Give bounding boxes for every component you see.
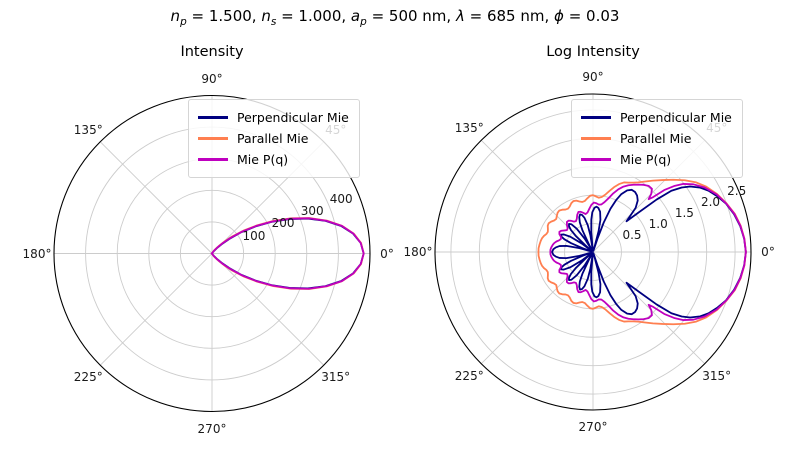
polar-boundary	[53, 94, 371, 413]
theta-tick-label-225: 225°	[73, 370, 103, 385]
theta-tick-label-315: 315°	[321, 370, 351, 385]
figure-title-segment: s	[270, 16, 277, 28]
legend-label: Parallel Mie	[620, 131, 692, 146]
figure-title-segment: = 0.03	[563, 7, 620, 25]
polar-spoke	[592, 251, 706, 365]
figure-title-segment: = 1.500,	[186, 7, 262, 25]
plot-title-intensity: Intensity	[180, 44, 244, 60]
figure-title-segment: ϕ	[554, 7, 564, 25]
legend: Perpendicular Mie Parallel Mie Mie P(q)	[571, 99, 743, 178]
polar-spoke	[211, 253, 325, 366]
legend-label: Perpendicular Mie	[620, 110, 732, 125]
legend-label: Parallel Mie	[237, 131, 309, 146]
theta-tick-label-315: 315°	[702, 368, 732, 383]
legend-item: Mie P(q)	[198, 149, 349, 170]
series-path-perpendicular-mie	[551, 185, 747, 319]
theta-tick-label-90: 90°	[582, 70, 604, 84]
theta-tick-label-270: 270°	[197, 421, 227, 436]
figure-title: np = 1.500, ns = 1.000, ap = 500 nm, λ =…	[171, 7, 620, 28]
figure-title-segment: = 500 nm,	[366, 7, 456, 25]
legend-item: Parallel Mie	[581, 128, 732, 149]
theta-tick-label-225: 225°	[454, 368, 484, 383]
figure-title-segment: a	[350, 7, 361, 25]
figure-title-segment: = 1.000,	[276, 7, 351, 25]
legend-swatch-perpendicular-mie	[198, 116, 228, 119]
figure-title-segment: = 685 nm,	[464, 7, 555, 25]
figure-title-segment: λ	[455, 7, 465, 25]
r-tick-label: 1.5	[674, 206, 694, 221]
plot-log-intensity: Log Intensity 0.51.01.52.02.50°45°90°135…	[395, 40, 790, 451]
theta-tick-label-270: 270°	[578, 420, 608, 434]
figure-title-segment: p	[180, 16, 187, 28]
r-tick-label: 1.0	[648, 217, 668, 232]
r-tick-label: 100	[242, 228, 266, 243]
legend-swatch-parallel-mie	[198, 137, 228, 140]
legend-swatch-mie-p-q-	[198, 158, 228, 161]
legend: Perpendicular Mie Parallel Mie Mie P(q)	[188, 99, 360, 178]
r-tick-label: 300	[300, 203, 324, 218]
legend-label: Perpendicular Mie	[237, 110, 349, 125]
r-tick-label: 400	[329, 191, 353, 206]
theta-tick-label-180: 180°	[403, 245, 433, 259]
plot-title-log-intensity: Log Intensity	[546, 44, 640, 60]
legend-label: Mie P(q)	[620, 152, 672, 167]
polar-spoke	[99, 141, 213, 254]
legend-item: Mie P(q)	[581, 149, 732, 170]
theta-tick-label-180: 180°	[22, 246, 52, 261]
theta-tick-label-135: 135°	[454, 121, 484, 136]
theta-tick-label-135: 135°	[73, 122, 103, 137]
theta-tick-label-90: 90°	[201, 71, 223, 86]
plot-intensity: Intensity 1002003004000°45°90°135°180°22…	[0, 40, 395, 451]
theta-tick-label-0: 0°	[761, 245, 775, 259]
figure-title-segment: p	[360, 16, 367, 28]
legend-item: Perpendicular Mie	[581, 107, 732, 128]
series-path-mie-p-q-	[210, 217, 365, 290]
legend-item: Perpendicular Mie	[198, 107, 349, 128]
legend-swatch-parallel-mie	[581, 137, 611, 140]
legend-item: Parallel Mie	[198, 128, 349, 149]
figure-title-segment: n	[170, 7, 181, 25]
r-tick-label: 2.5	[727, 184, 747, 198]
polar-boundary	[434, 93, 752, 411]
legend-swatch-mie-p-q-	[581, 158, 611, 161]
r-tick-label: 2.0	[700, 195, 721, 210]
r-tick-label: 0.5	[622, 228, 642, 243]
theta-tick-label-0: 0°	[380, 246, 394, 261]
legend-label: Mie P(q)	[237, 152, 289, 167]
legend-swatch-perpendicular-mie	[581, 116, 611, 119]
series-path-mie-p-q-	[549, 183, 747, 321]
polar-spoke	[99, 253, 213, 366]
r-tick-label: 200	[271, 216, 295, 231]
series-path-parallel-mie	[537, 178, 747, 326]
figure-title-segment: n	[261, 7, 271, 25]
